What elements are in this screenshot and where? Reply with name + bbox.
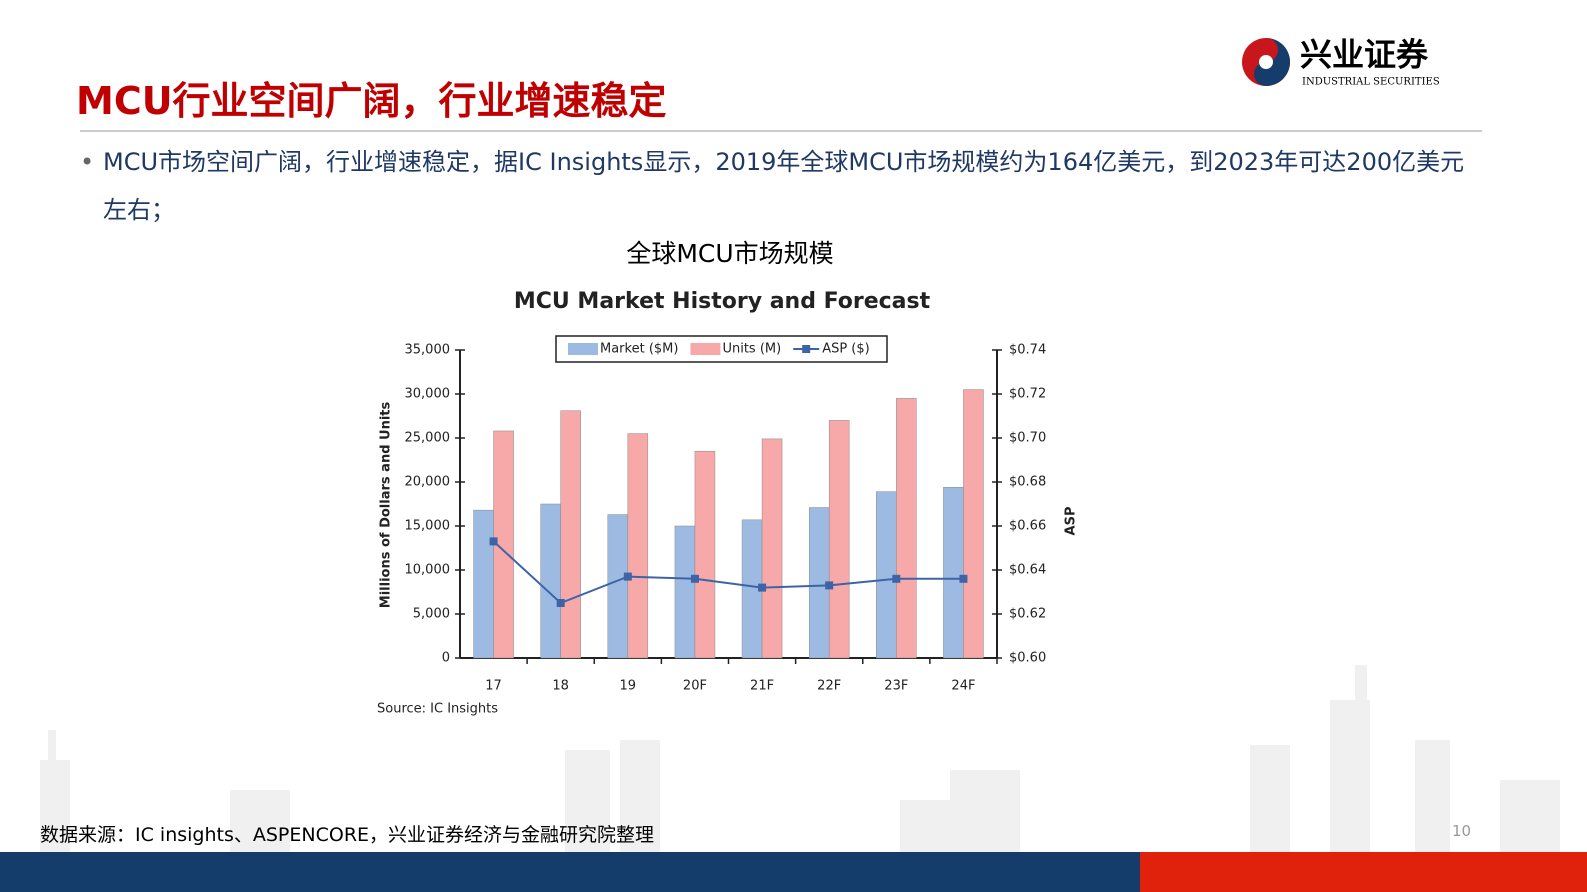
page-number: 10 <box>1452 822 1472 840</box>
legend-swatch <box>568 343 598 355</box>
y2-tick-label: $0.72 <box>1009 387 1046 402</box>
bar <box>694 450 716 659</box>
y-tick-label: 15,000 <box>405 519 451 534</box>
bar <box>943 487 964 659</box>
line <box>492 540 964 605</box>
x-tick-label: 23F <box>884 679 908 694</box>
chart-source: Source: IC Insights <box>377 702 498 717</box>
y-tick-label: 5,000 <box>413 607 450 622</box>
x-tick-label: 18 <box>552 679 569 694</box>
x-tick-label: 24F <box>951 679 975 694</box>
y2-tick-label: $0.62 <box>1009 607 1046 622</box>
slide-title: MCU行业空间广阔，行业增速稳定 <box>76 79 667 123</box>
bar <box>560 410 581 659</box>
y-axis-title: Millions of Dollars and Units <box>379 401 394 608</box>
y-tick-label: 35,000 <box>405 343 451 358</box>
footer-source: 数据来源：IC insights、ASPENCORE，兴业证券经济与金融研究院整… <box>40 824 655 846</box>
line-marker <box>892 574 901 583</box>
line-marker <box>690 574 699 583</box>
bullet-text: MCU市场空间广阔，行业增速稳定，据IC Insights显示，2019年全球M… <box>80 138 1473 234</box>
chart-caption: 全球MCU市场规模 <box>626 239 834 268</box>
skyline <box>40 665 1560 852</box>
chart-title: MCU Market History and Forecast <box>514 289 931 314</box>
line-marker <box>758 583 767 592</box>
bar <box>963 389 984 659</box>
legend-marker <box>802 345 811 353</box>
logo-mark <box>1242 38 1290 86</box>
logo-subtitle: INDUSTRIAL SECURITIES <box>1302 77 1440 88</box>
line-marker <box>623 572 632 581</box>
bar <box>828 420 850 659</box>
legend-box <box>555 335 888 363</box>
y2-tick-label: $0.74 <box>1009 343 1046 358</box>
bar <box>473 509 494 659</box>
bar <box>674 525 696 659</box>
bar <box>607 514 629 659</box>
bar <box>896 398 917 659</box>
line-marker <box>556 599 565 607</box>
y2-tick-label: $0.68 <box>1009 475 1046 490</box>
x-tick-label: 17 <box>485 679 502 694</box>
y-tick-label: 30,000 <box>405 387 451 402</box>
y2-axis-title: ASP <box>1064 507 1079 536</box>
bar <box>627 433 649 659</box>
line-marker <box>489 537 498 546</box>
line-marker <box>825 581 834 590</box>
logo-name: 兴业证券 <box>1300 36 1429 74</box>
x-tick-label: 19 <box>620 679 637 694</box>
legend-label: Market ($M) <box>600 342 678 357</box>
x-tick-label: 22F <box>817 679 841 694</box>
footer-bar <box>0 852 1140 892</box>
x-tick-label: 20F <box>683 679 707 694</box>
legend-label: Units (M) <box>722 342 781 357</box>
y2-tick-label: $0.64 <box>1009 563 1046 578</box>
bar <box>540 503 561 659</box>
legend-swatch <box>690 343 721 355</box>
y-tick-label: 0 <box>442 651 450 666</box>
footer-bar-accent <box>1140 852 1587 892</box>
bar <box>761 438 783 659</box>
x-tick-label: 21F <box>750 679 774 694</box>
y2-tick-label: $0.70 <box>1009 431 1046 446</box>
y2-tick-label: $0.60 <box>1009 651 1046 666</box>
legend-label: ASP ($) <box>822 342 870 357</box>
y-tick-label: 25,000 <box>405 431 451 446</box>
y2-tick-label: $0.66 <box>1009 519 1046 534</box>
y-tick-label: 20,000 <box>405 475 451 490</box>
line-marker <box>959 574 968 583</box>
y-tick-label: 10,000 <box>405 563 451 578</box>
